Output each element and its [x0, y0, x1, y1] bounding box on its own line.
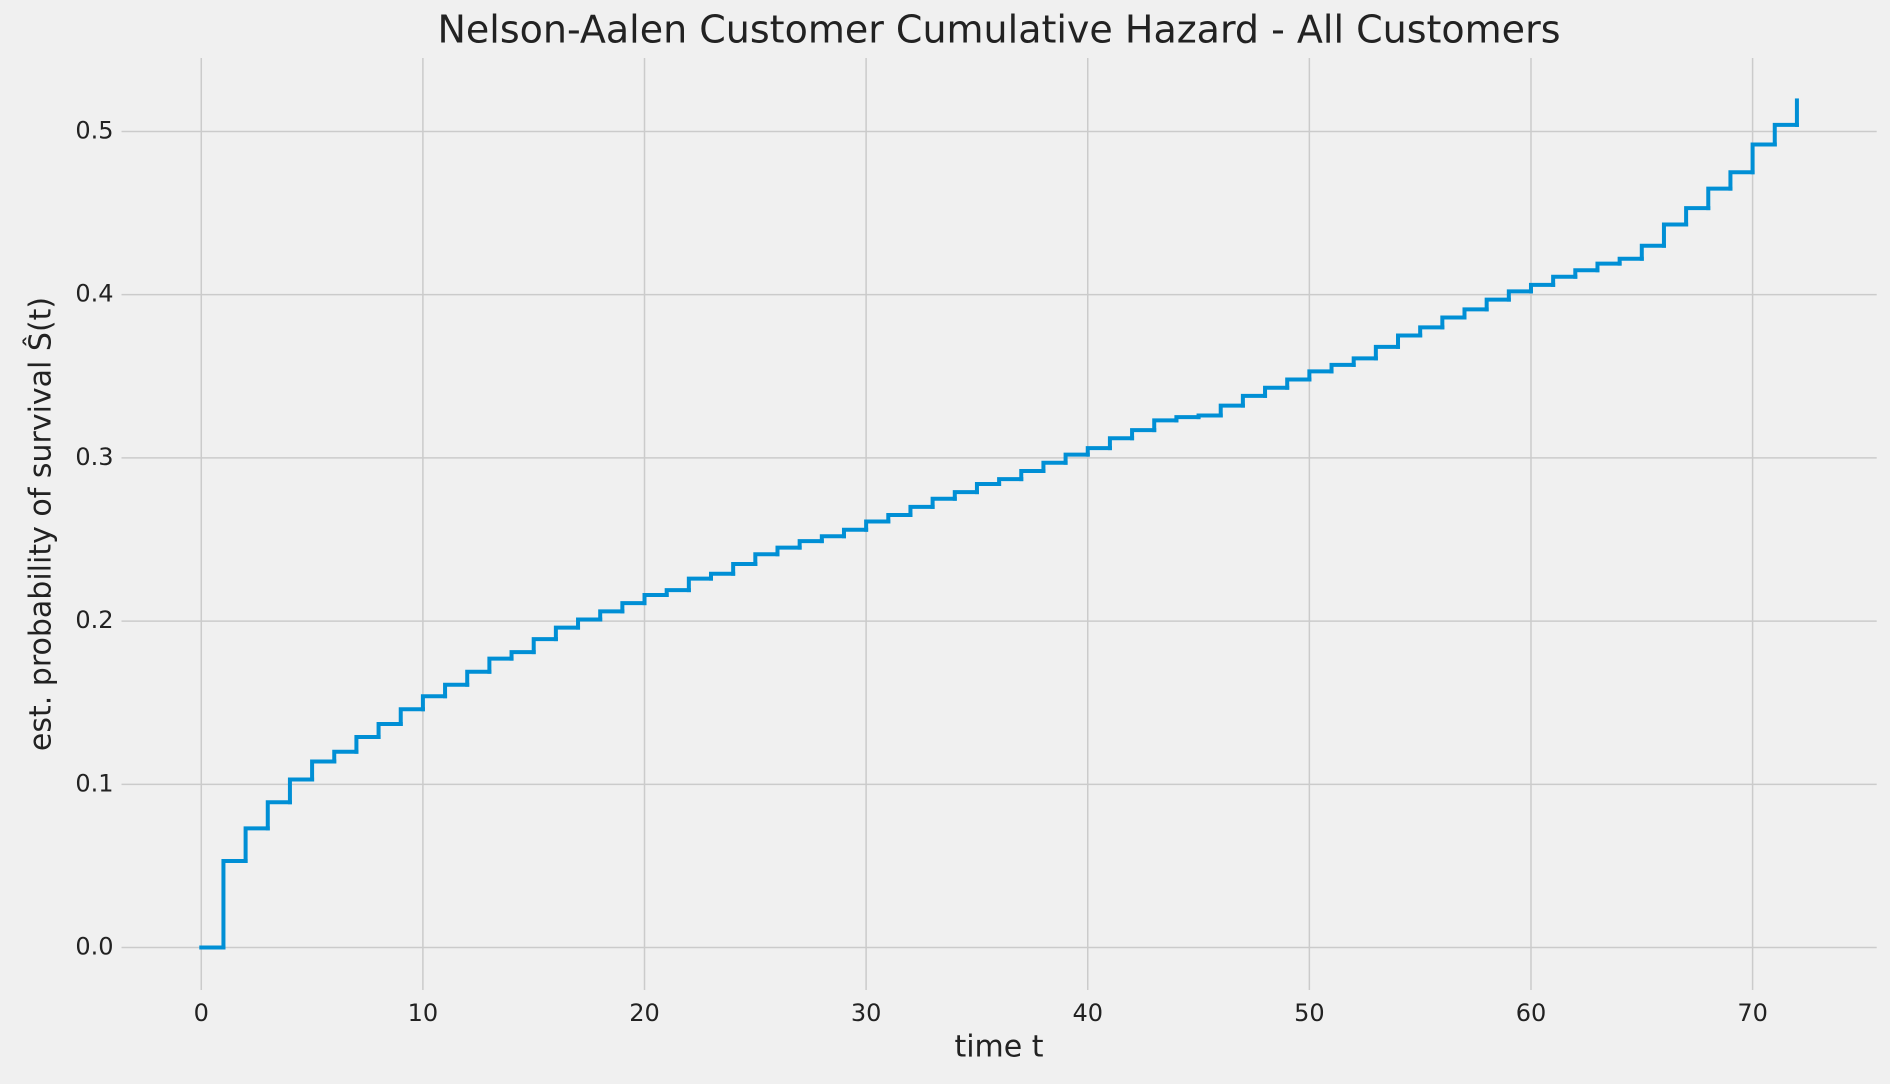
x-tick-label: 20: [629, 999, 660, 1027]
step-segment: [1263, 385, 1290, 398]
step-segment: [376, 721, 403, 740]
step-segment: [265, 800, 292, 831]
step-segment: [1528, 282, 1556, 294]
x-tick-label: 60: [1516, 999, 1547, 1027]
step-segment: [664, 588, 691, 598]
step-segment: [1085, 446, 1112, 457]
x-tick-label: 40: [1072, 999, 1103, 1027]
step-segment: [952, 490, 979, 501]
step-segment: [775, 545, 802, 557]
step-segment: [1573, 268, 1600, 279]
step-segment: [819, 534, 846, 544]
y-tick-label: 0.4: [75, 280, 113, 308]
y-tick-label: 0.1: [75, 769, 113, 797]
step-segment: [1750, 142, 1777, 175]
step-segment: [1019, 468, 1046, 482]
step-segment: [1373, 344, 1401, 361]
step-segment: [841, 527, 869, 539]
step-segment: [1462, 307, 1489, 320]
step-segment: [1329, 362, 1356, 374]
step-segment: [1661, 222, 1689, 248]
step-segment: [1639, 243, 1666, 261]
step-segment: [1107, 436, 1135, 451]
step-segment: [930, 496, 957, 509]
step-segment: [287, 777, 315, 805]
step-segment: [221, 859, 248, 950]
step-segment: [553, 625, 581, 642]
step-segment: [1706, 186, 1733, 211]
x-tick-label: 30: [851, 999, 882, 1027]
x-tick-label: 0: [194, 999, 209, 1027]
step-segment: [354, 735, 381, 754]
step-segment: [1684, 206, 1711, 227]
step-segment: [1772, 122, 1799, 147]
step-segment: [686, 576, 713, 593]
step-segment: [1617, 256, 1644, 266]
step-segment: [531, 637, 558, 655]
step-segment: [1218, 403, 1245, 418]
step-segment: [1396, 333, 1423, 349]
step-segment: [1041, 460, 1068, 473]
step-segment: [398, 707, 425, 726]
step-segment: [598, 609, 625, 622]
step-segment: [1196, 413, 1223, 420]
chart-title: Nelson-Aalen Customer Cumulative Hazard …: [438, 8, 1561, 52]
step-segment: [1130, 428, 1157, 441]
step-segment: [310, 759, 337, 782]
step-segment: [1174, 415, 1201, 423]
step-segment: [908, 504, 935, 518]
step-segment: [1152, 418, 1179, 433]
step-segment: [708, 571, 736, 581]
step-segment: [509, 650, 536, 661]
step-segment: [332, 749, 359, 764]
step-segment: [1440, 315, 1467, 330]
step-segment: [1506, 289, 1533, 302]
y-axis-label: est. probability of survival Ŝ(t): [22, 297, 59, 751]
y-tick-label: 0.2: [75, 606, 113, 634]
step-segment: [243, 826, 270, 864]
step-segment: [797, 539, 824, 550]
step-segment: [1240, 393, 1268, 408]
x-tick-label: 70: [1737, 999, 1768, 1027]
step-segment: [1484, 297, 1511, 312]
x-axis-label: time t: [954, 1030, 1043, 1065]
step-segment: [731, 561, 758, 576]
step-segment: [443, 682, 470, 699]
step-segment: [1595, 261, 1622, 273]
step-segment: [1063, 452, 1090, 465]
step-segment: [642, 593, 669, 606]
step-segment: [576, 617, 603, 630]
y-tick-label: 0.5: [75, 116, 113, 144]
step-segment: [1285, 377, 1312, 390]
step-segment: [974, 482, 1002, 495]
step-segment: [1307, 369, 1334, 382]
x-tick-label: 10: [408, 999, 439, 1027]
step-segment: [1551, 274, 1578, 287]
step-segment: [487, 656, 514, 674]
step-segment: [1728, 170, 1755, 191]
step-segment: [864, 519, 891, 532]
step-segment: [420, 694, 448, 712]
step-segment: [1351, 356, 1378, 367]
step-segment: [1418, 325, 1445, 338]
y-tick-label: 0.0: [75, 933, 113, 961]
x-tick-label: 50: [1294, 999, 1325, 1027]
step-segment: [997, 477, 1024, 487]
step-segment: [753, 552, 780, 566]
step-segment: [620, 601, 647, 614]
y-tick-label: 0.3: [75, 443, 113, 471]
step-segment: [465, 669, 492, 687]
step-segment: [886, 513, 913, 524]
